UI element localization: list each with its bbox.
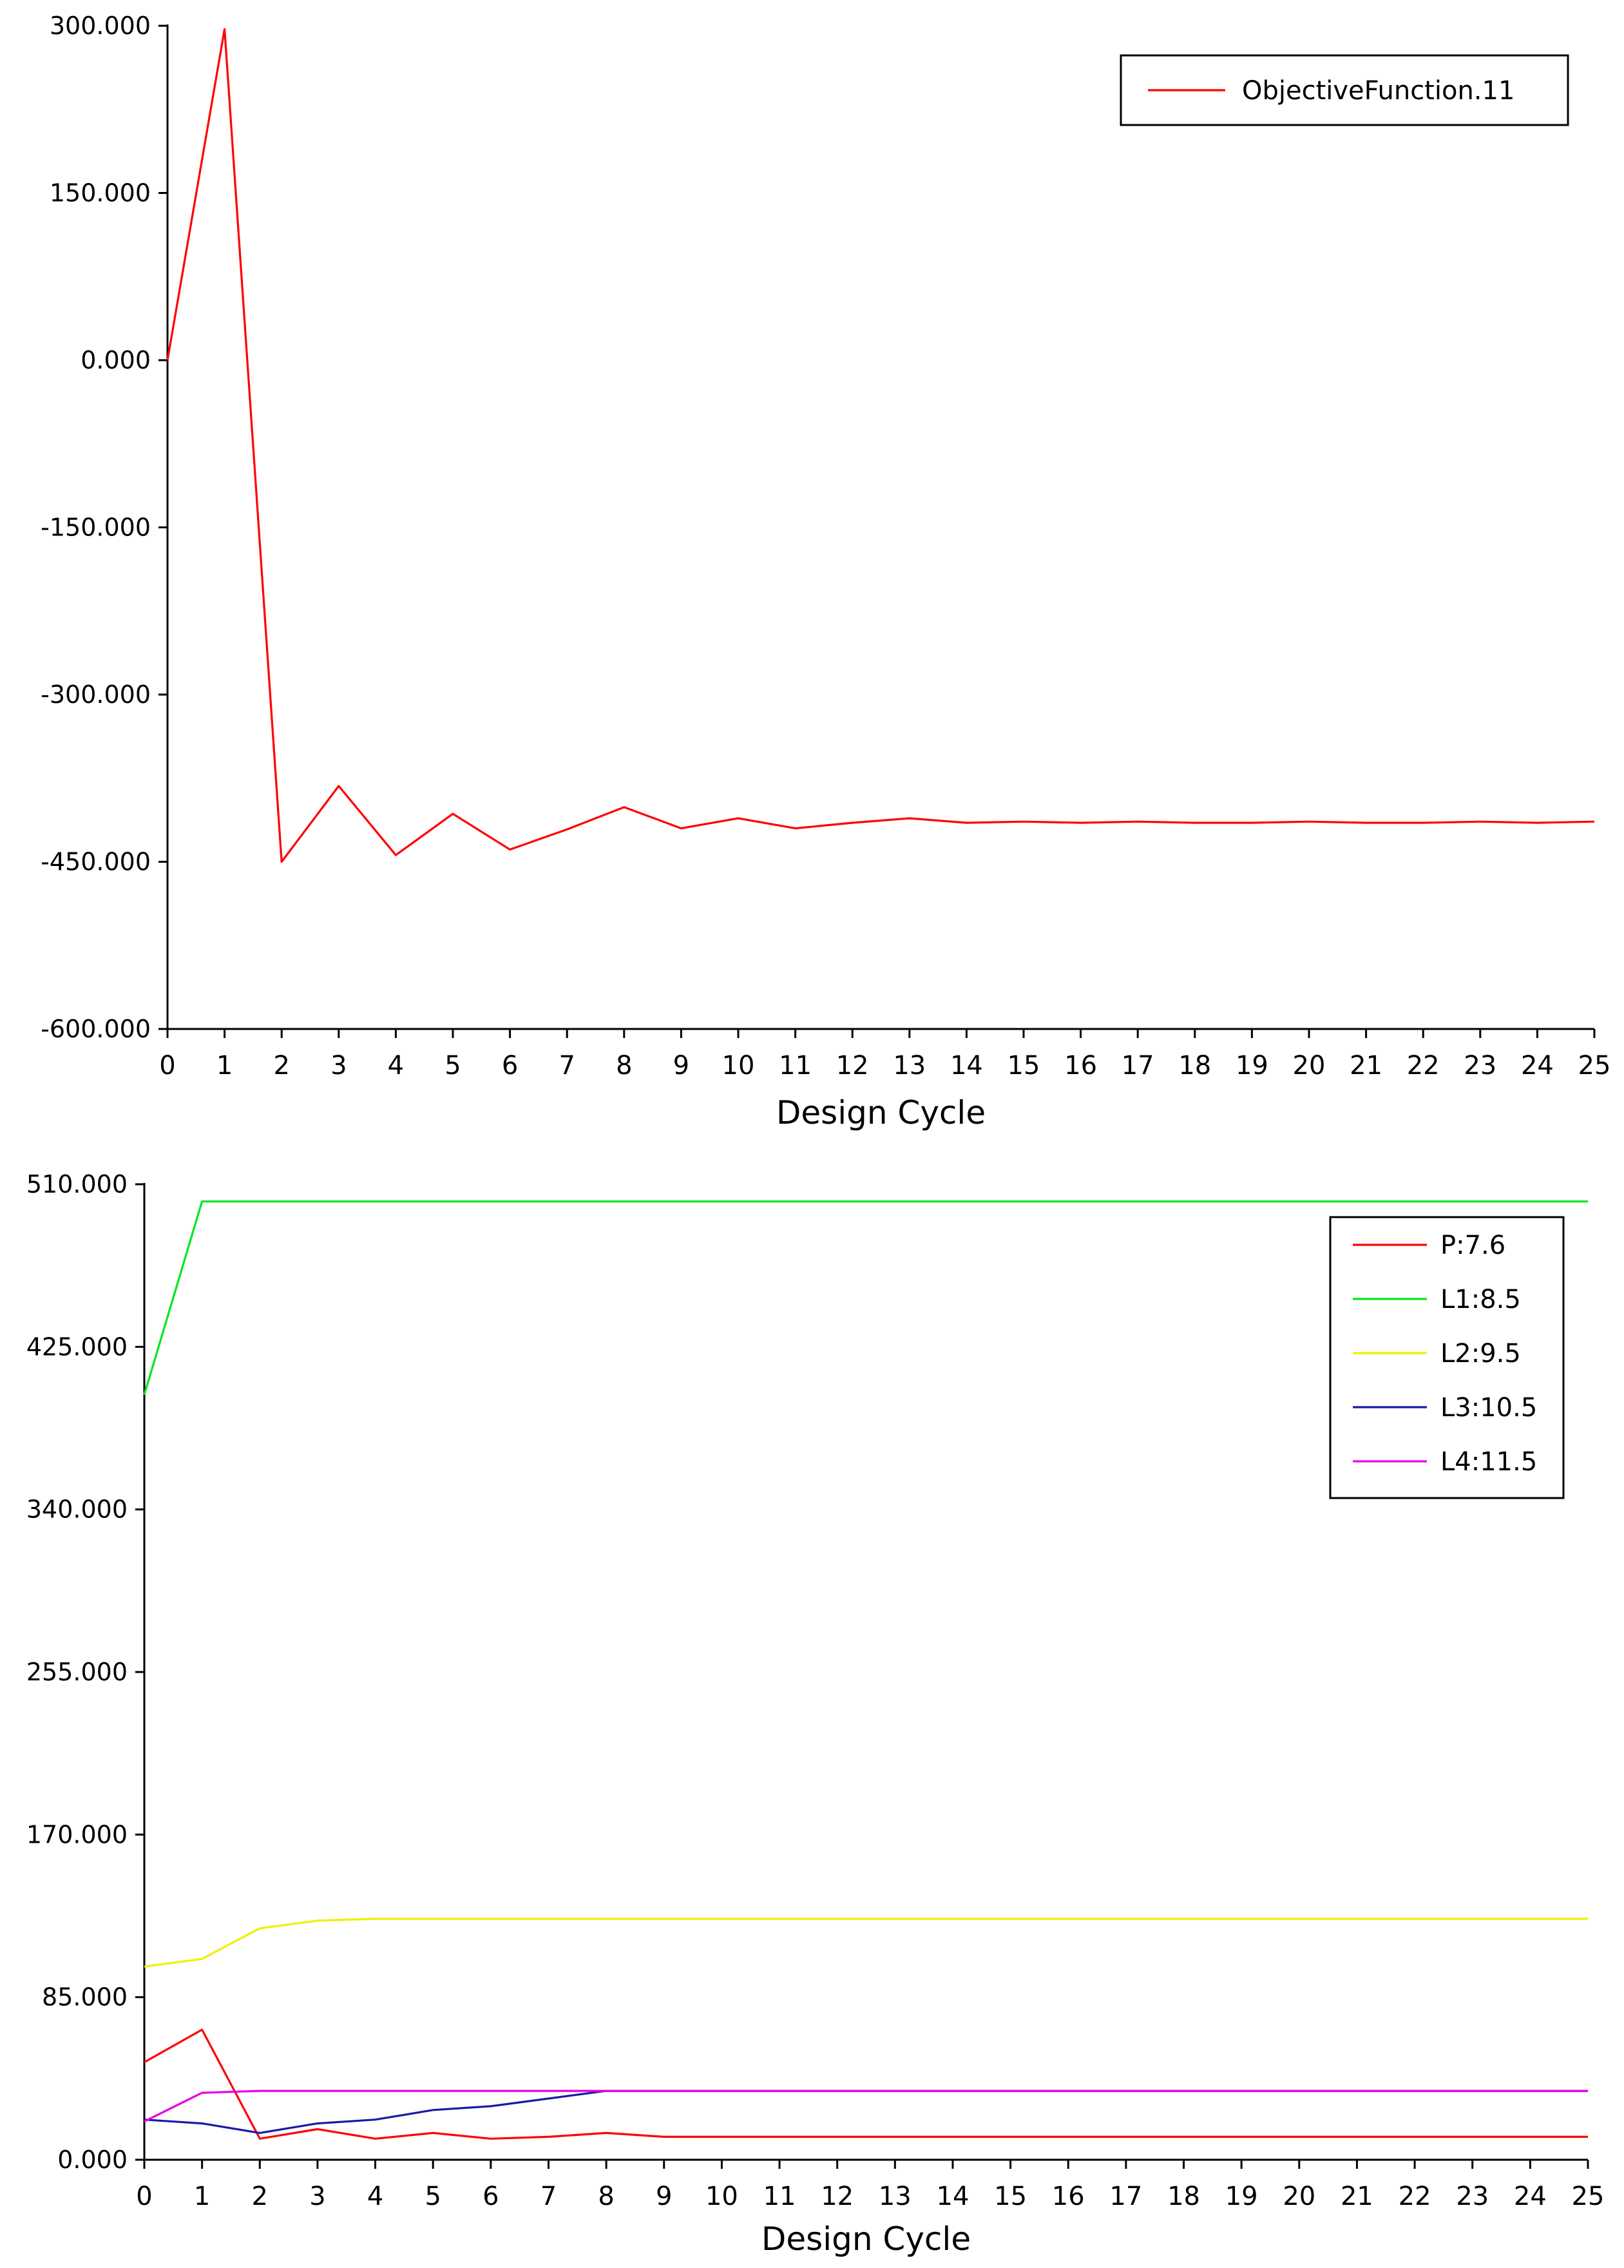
legend-label: L4:11.5	[1440, 1447, 1537, 1477]
series-line	[143, 1200, 1588, 1395]
x-tick-label: 2	[252, 2182, 268, 2211]
x-tick-label: 7	[559, 1051, 575, 1081]
x-tick-label: 1	[194, 2182, 210, 2211]
x-tick-label: 16	[1064, 1051, 1097, 1081]
y-tick-label: 510.000	[26, 1170, 128, 1198]
y-tick-label: 0.000	[81, 346, 151, 374]
x-tick-label: 20	[1293, 1051, 1326, 1081]
x-tick-label: 3	[330, 1051, 347, 1081]
series-line	[166, 28, 1595, 863]
legend-label: ObjectiveFunction.11	[1242, 76, 1514, 106]
x-tick-label: 18	[1178, 1051, 1211, 1081]
x-tick-label: 4	[388, 1051, 404, 1081]
x-tick-label: 9	[673, 1051, 689, 1081]
y-tick-label: -300.000	[41, 680, 151, 709]
x-tick-label: 19	[1225, 2182, 1258, 2211]
x-tick-label: 6	[502, 1051, 518, 1081]
design-variables-chart: 510.000425.000340.000255.000170.00085.00…	[26, 1170, 1605, 2258]
x-tick-label: 23	[1464, 1051, 1496, 1081]
x-tick-label: 10	[722, 1051, 755, 1081]
x-tick-label: 5	[444, 1051, 461, 1081]
y-tick-label: 170.000	[26, 1820, 128, 1849]
x-tick-label: 22	[1407, 1051, 1440, 1081]
x-tick-label: 4	[367, 2182, 383, 2211]
x-tick-label: 24	[1514, 2182, 1547, 2211]
y-tick-label: 255.000	[26, 1658, 128, 1686]
y-tick-label: 85.000	[42, 1983, 128, 2012]
objective-function-chart: 300.000 150.000 0.000 -150.000 -300.000 -450.…	[41, 12, 1610, 1131]
series-line	[144, 2090, 1588, 2123]
x-tick-label: 18	[1167, 2182, 1200, 2211]
x-tick-label: 20	[1283, 2182, 1315, 2211]
x-tick-label: 14	[937, 2182, 970, 2211]
x-tick-label: 8	[616, 1051, 632, 1081]
y-tick-label: 150.000	[50, 179, 151, 207]
y-tick-label: -150.000	[41, 514, 151, 542]
legend-label: L1:8.5	[1440, 1285, 1521, 1314]
series-line	[144, 1917, 1588, 1968]
legend-label: L2:9.5	[1440, 1339, 1521, 1369]
x-axis-label: Design Cycle	[776, 1094, 986, 1131]
x-tick-label: 13	[893, 1051, 926, 1081]
x-tick-label: 8	[598, 2182, 614, 2211]
y-tick-label: 425.000	[26, 1332, 128, 1361]
x-tick-label: 12	[821, 2182, 854, 2211]
y-tick-label: -600.000	[41, 1015, 151, 1043]
x-tick-label: 19	[1236, 1051, 1268, 1081]
x-tick-label: 17	[1122, 1051, 1154, 1081]
x-tick-label: 3	[309, 2182, 325, 2211]
x-tick-label: 25	[1578, 1051, 1611, 1081]
x-tick-label: 12	[836, 1051, 869, 1081]
x-tick-label: 15	[994, 2182, 1027, 2211]
y-tick-label: -450.000	[41, 848, 151, 876]
x-tick-label: 22	[1399, 2182, 1431, 2211]
x-tick-label: 14	[950, 1051, 983, 1081]
x-tick-label: 24	[1521, 1051, 1554, 1081]
x-tick-label: 9	[656, 2182, 672, 2211]
x-tick-label: 1	[216, 1051, 233, 1081]
x-tick-label: 16	[1052, 2182, 1085, 2211]
legend-box	[1329, 1216, 1565, 1499]
x-tick-label: 23	[1456, 2182, 1489, 2211]
x-tick-label: 21	[1341, 2182, 1373, 2211]
x-tick-label: 17	[1109, 2182, 1142, 2211]
series-line	[144, 2028, 1588, 2140]
x-tick-label: 6	[482, 2182, 499, 2211]
x-tick-label: 11	[779, 1051, 812, 1081]
x-tick-label: 25	[1572, 2182, 1605, 2211]
series-line	[144, 2090, 1588, 2134]
x-tick-label: 10	[705, 2182, 738, 2211]
y-tick-label: 0.000	[57, 2146, 128, 2174]
x-tick-label: 2	[273, 1051, 289, 1081]
y-tick-label: 300.000	[50, 12, 151, 40]
x-axis-label: Design Cycle	[761, 2220, 971, 2258]
x-tick-label: 21	[1350, 1051, 1382, 1081]
x-tick-label: 0	[136, 2182, 152, 2211]
x-tick-label: 0	[159, 1051, 175, 1081]
x-tick-label: 5	[425, 2182, 441, 2211]
x-tick-label: 11	[763, 2182, 796, 2211]
x-tick-label: 7	[540, 2182, 557, 2211]
legend-label: P:7.6	[1440, 1231, 1505, 1260]
x-tick-label: 13	[879, 2182, 912, 2211]
legend-label: L3:10.5	[1440, 1393, 1537, 1423]
y-tick-label: 340.000	[26, 1495, 128, 1524]
x-tick-label: 15	[1008, 1051, 1040, 1081]
